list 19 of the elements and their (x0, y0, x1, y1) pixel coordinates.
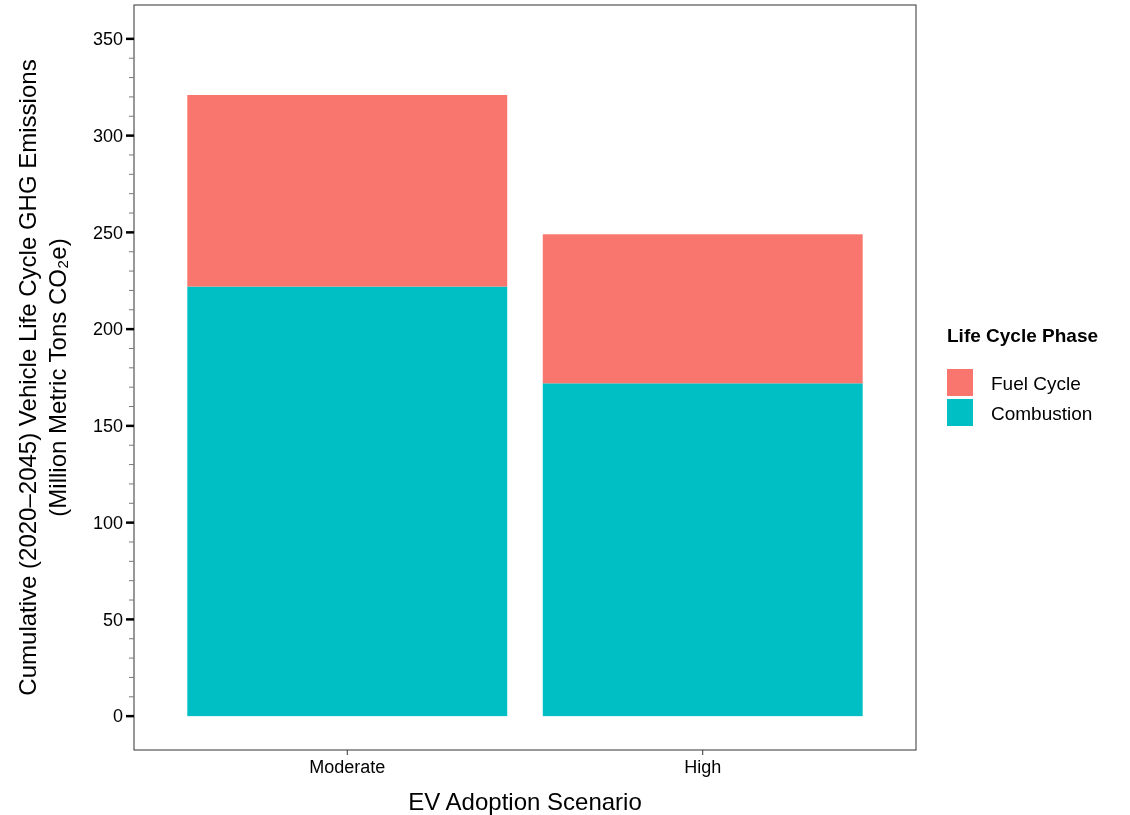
y-axis-title: Cumulative (2020–2045) Vehicle Life Cycle GHG Emissions (Million Metric Tons CO₂e) (14, 59, 71, 696)
x-tick-label: Moderate (309, 757, 386, 777)
y-tick-label: 100 (92, 512, 123, 533)
y-tick-label: 250 (92, 222, 123, 243)
y-tick-label: 150 (92, 416, 123, 437)
legend-title: Life Cycle Phase (947, 325, 1099, 346)
y-tick-label: 0 (112, 706, 123, 727)
bar (542, 383, 863, 717)
x-tick-label: High (684, 757, 722, 777)
bar (187, 286, 508, 717)
y-tick-label: 200 (92, 319, 123, 340)
y-tick-label: 300 (92, 125, 123, 146)
bar (542, 234, 863, 384)
legend-label: Fuel Cycle (991, 372, 1081, 394)
y-tick-label: 350 (92, 29, 123, 50)
x-axis-title: EV Adoption Scenario (408, 788, 642, 815)
y-tick-label: 50 (102, 609, 123, 630)
legend-label: Combustion (991, 402, 1093, 424)
bar (187, 94, 508, 287)
